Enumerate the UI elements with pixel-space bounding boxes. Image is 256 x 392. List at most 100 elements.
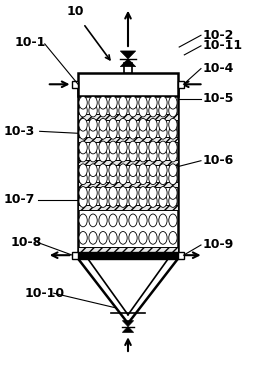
- Circle shape: [159, 187, 167, 199]
- Circle shape: [79, 195, 87, 207]
- Circle shape: [159, 149, 167, 162]
- Circle shape: [109, 172, 117, 185]
- Circle shape: [169, 187, 177, 199]
- Polygon shape: [120, 51, 136, 59]
- Circle shape: [159, 214, 167, 227]
- Circle shape: [169, 231, 177, 244]
- Text: 10-11: 10-11: [202, 39, 242, 53]
- Bar: [78, 73, 178, 96]
- Circle shape: [129, 96, 137, 109]
- Text: 10-7: 10-7: [4, 193, 35, 207]
- Circle shape: [149, 96, 157, 109]
- Circle shape: [129, 118, 137, 131]
- Circle shape: [89, 187, 97, 199]
- Circle shape: [129, 127, 137, 139]
- Circle shape: [139, 104, 147, 117]
- Circle shape: [99, 231, 107, 244]
- Circle shape: [79, 187, 87, 199]
- Circle shape: [159, 195, 167, 207]
- Circle shape: [139, 118, 147, 131]
- Circle shape: [99, 149, 107, 162]
- Circle shape: [89, 96, 97, 109]
- Circle shape: [79, 214, 87, 227]
- Text: 10-8: 10-8: [10, 236, 41, 249]
- Polygon shape: [120, 59, 136, 67]
- Circle shape: [109, 141, 117, 154]
- Circle shape: [169, 141, 177, 154]
- Circle shape: [119, 214, 127, 227]
- Circle shape: [99, 187, 107, 199]
- Circle shape: [109, 149, 117, 162]
- Circle shape: [159, 164, 167, 176]
- Circle shape: [99, 195, 107, 207]
- Circle shape: [119, 172, 127, 185]
- Circle shape: [79, 127, 87, 139]
- Circle shape: [159, 172, 167, 185]
- Circle shape: [99, 96, 107, 109]
- Bar: [78, 160, 178, 165]
- Circle shape: [109, 118, 117, 131]
- Circle shape: [109, 231, 117, 244]
- Circle shape: [99, 172, 107, 185]
- Circle shape: [149, 127, 157, 139]
- Circle shape: [129, 104, 137, 117]
- Circle shape: [139, 149, 147, 162]
- Circle shape: [99, 141, 107, 154]
- Circle shape: [119, 164, 127, 176]
- Text: 10-3: 10-3: [4, 125, 35, 138]
- Circle shape: [149, 172, 157, 185]
- Circle shape: [169, 195, 177, 207]
- Circle shape: [169, 118, 177, 131]
- Bar: [78, 247, 178, 252]
- Circle shape: [169, 127, 177, 139]
- Circle shape: [149, 164, 157, 176]
- Circle shape: [159, 104, 167, 117]
- Circle shape: [139, 164, 147, 176]
- Circle shape: [119, 141, 127, 154]
- Circle shape: [129, 214, 137, 227]
- Circle shape: [139, 187, 147, 199]
- Circle shape: [79, 141, 87, 154]
- Circle shape: [89, 195, 97, 207]
- Text: 10: 10: [67, 5, 84, 18]
- Circle shape: [169, 149, 177, 162]
- Circle shape: [139, 195, 147, 207]
- Text: 10-6: 10-6: [202, 154, 233, 167]
- Bar: [78, 252, 178, 259]
- Circle shape: [149, 195, 157, 207]
- Circle shape: [89, 104, 97, 117]
- Circle shape: [109, 164, 117, 176]
- Polygon shape: [122, 327, 134, 332]
- Circle shape: [129, 141, 137, 154]
- Circle shape: [159, 127, 167, 139]
- Bar: [78, 182, 178, 187]
- Circle shape: [129, 172, 137, 185]
- Circle shape: [119, 195, 127, 207]
- Circle shape: [129, 164, 137, 176]
- Bar: [178, 252, 184, 259]
- Circle shape: [79, 172, 87, 185]
- Circle shape: [89, 164, 97, 176]
- Circle shape: [79, 104, 87, 117]
- Circle shape: [169, 104, 177, 117]
- Circle shape: [119, 96, 127, 109]
- Circle shape: [149, 118, 157, 131]
- Circle shape: [129, 149, 137, 162]
- Circle shape: [149, 231, 157, 244]
- Circle shape: [149, 214, 157, 227]
- Text: 10-2: 10-2: [202, 29, 234, 42]
- Circle shape: [119, 118, 127, 131]
- Circle shape: [149, 141, 157, 154]
- Circle shape: [159, 231, 167, 244]
- Circle shape: [139, 172, 147, 185]
- Bar: [72, 81, 78, 88]
- Bar: [78, 84, 178, 257]
- Circle shape: [79, 149, 87, 162]
- Circle shape: [79, 96, 87, 109]
- Circle shape: [139, 214, 147, 227]
- Circle shape: [99, 127, 107, 139]
- Bar: [78, 205, 178, 210]
- Circle shape: [99, 214, 107, 227]
- Circle shape: [139, 141, 147, 154]
- Circle shape: [109, 195, 117, 207]
